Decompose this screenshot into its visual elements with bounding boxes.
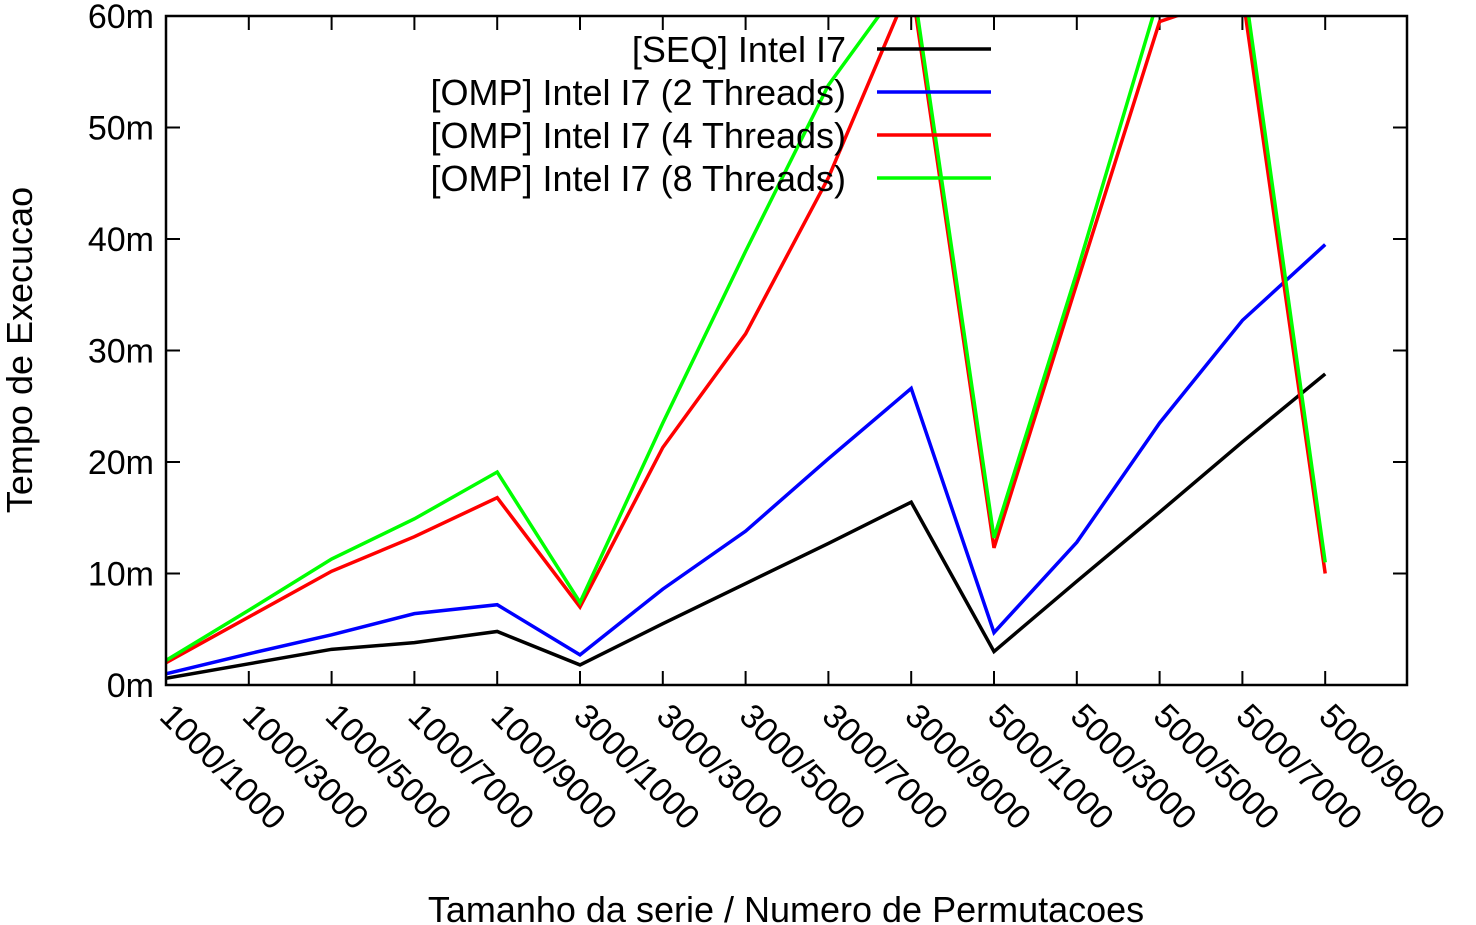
legend-label: [SEQ] Intel I7 <box>632 29 846 70</box>
legend-label: [OMP] Intel I7 (2 Threads) <box>431 72 847 113</box>
legend-label: [OMP] Intel I7 (8 Threads) <box>431 158 847 199</box>
plot-frame <box>164 14 1409 687</box>
y-axis-ticks: 0m 10m 20m 30m 40m 50m 60m <box>88 0 1407 705</box>
y-tick-label: 40m <box>88 221 154 259</box>
y-tick-label: 10m <box>88 556 154 594</box>
x-axis-label: Tamanho da serie / Numero de Permutacoes <box>428 889 1144 925</box>
series-line-2 <box>166 16 1327 665</box>
y-tick-label: 60m <box>88 0 154 36</box>
y-tick-label: 50m <box>88 110 154 148</box>
y-tick-label: 30m <box>88 333 154 371</box>
series-line-1 <box>166 243 1327 676</box>
y-tick-label: 0m <box>107 667 154 705</box>
legend-label: [OMP] Intel I7 (4 Threads) <box>431 115 847 156</box>
legend: [SEQ] Intel I7[OMP] Intel I7 (2 Threads)… <box>431 29 991 199</box>
y-tick-label: 20m <box>88 444 154 482</box>
series-line-3 <box>166 16 1327 662</box>
y-axis-label: Tempo de Execucao <box>0 187 40 513</box>
series-line-0 <box>166 372 1327 681</box>
series-lines <box>166 16 1327 681</box>
